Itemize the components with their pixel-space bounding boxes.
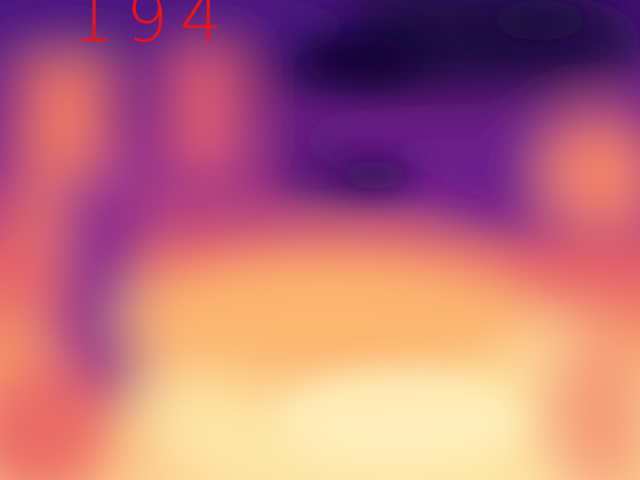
frame-number-overlay: 194 [72,0,234,57]
